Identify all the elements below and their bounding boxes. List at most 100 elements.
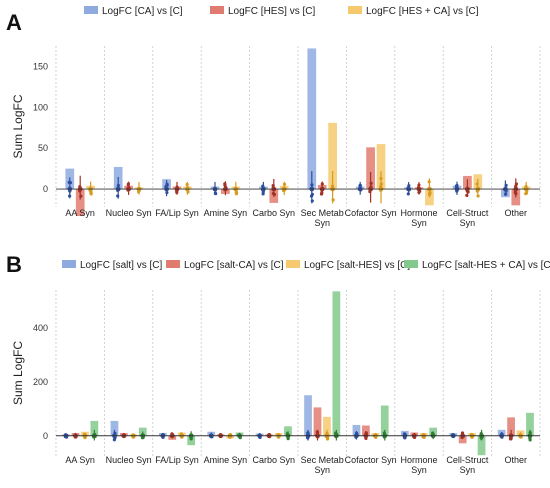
category-label: AA Syn bbox=[65, 208, 95, 218]
legend-swatch bbox=[62, 260, 76, 268]
category-label: Cell-Struct bbox=[446, 208, 489, 218]
data-point bbox=[126, 183, 130, 187]
legend-swatch bbox=[84, 6, 98, 14]
data-point bbox=[261, 192, 265, 196]
bar bbox=[352, 424, 361, 436]
category-label: FA/Lip Syn bbox=[155, 208, 199, 218]
legend-entry: LogFC [salt-HES + CA] vs [C] bbox=[422, 260, 550, 271]
data-point bbox=[165, 182, 169, 186]
category-label: Syn bbox=[411, 465, 427, 475]
data-point bbox=[116, 183, 120, 188]
data-point bbox=[406, 192, 410, 196]
category-label: Syn bbox=[314, 218, 330, 228]
category-label: AA Syn bbox=[65, 455, 95, 465]
category-label: Nucleo Syn bbox=[106, 208, 152, 218]
data-point bbox=[282, 182, 287, 186]
data-point bbox=[369, 181, 373, 185]
category-label: Syn bbox=[411, 218, 427, 228]
bar bbox=[323, 416, 331, 436]
data-point bbox=[358, 184, 362, 188]
bar bbox=[376, 144, 386, 190]
legend: LogFC [salt] vs [C] LogFC [salt-CA] vs [C… bbox=[62, 260, 550, 271]
y-tick-label: 0 bbox=[43, 184, 48, 194]
data-point bbox=[524, 191, 529, 195]
data-point bbox=[223, 182, 227, 186]
bar bbox=[332, 291, 341, 436]
bar bbox=[526, 412, 534, 436]
data-point bbox=[165, 190, 169, 195]
category-label: Syn bbox=[314, 465, 330, 475]
y-tick-label: 50 bbox=[38, 143, 48, 153]
bar bbox=[307, 48, 317, 190]
data-point bbox=[79, 194, 83, 198]
panel-letter: B bbox=[6, 252, 22, 277]
data-point bbox=[68, 194, 72, 198]
bar bbox=[304, 395, 312, 436]
data-point bbox=[320, 182, 324, 186]
bar bbox=[328, 122, 337, 190]
category-label: Other bbox=[505, 208, 528, 218]
data-point bbox=[213, 191, 217, 195]
category-label: Cofactor Syn bbox=[345, 455, 397, 465]
data-point bbox=[379, 176, 383, 181]
bar bbox=[75, 189, 85, 216]
panel-letter: A bbox=[6, 10, 22, 35]
legend-entry: LogFC [CA] vs [C] bbox=[102, 6, 183, 17]
data-point bbox=[427, 180, 431, 184]
data-point bbox=[116, 194, 120, 198]
data-point bbox=[465, 193, 469, 198]
category-label: Amine Syn bbox=[204, 455, 248, 465]
data-point bbox=[514, 182, 518, 186]
y-tick-label: 150 bbox=[33, 61, 48, 71]
legend-entry: LogFC [salt-HES] vs [C] bbox=[304, 260, 410, 271]
y-tick-label: 0 bbox=[43, 431, 48, 441]
data-point bbox=[514, 192, 518, 196]
category-label: Sec Metab bbox=[301, 208, 344, 218]
category-label: Sec Metab bbox=[301, 455, 344, 465]
category-label: Cell-Struct bbox=[446, 455, 489, 465]
data-point bbox=[528, 430, 532, 435]
category-label: Syn bbox=[460, 218, 476, 228]
y-tick-label: 100 bbox=[33, 102, 48, 112]
category-label: Cofactor Syn bbox=[345, 208, 397, 218]
data-point bbox=[476, 194, 480, 198]
category-label: FA/Lip Syn bbox=[155, 455, 199, 465]
data-point bbox=[185, 182, 189, 187]
bar bbox=[366, 147, 375, 190]
data-point bbox=[309, 194, 314, 198]
category-label: Carbo Syn bbox=[253, 208, 296, 218]
category-label: Syn bbox=[460, 465, 476, 475]
bar bbox=[284, 426, 292, 436]
category-label: Amine Syn bbox=[204, 208, 248, 218]
legend-swatch bbox=[404, 260, 418, 268]
data-point bbox=[455, 183, 459, 188]
category-label: Nucleo Syn bbox=[106, 455, 152, 465]
legend: LogFC [CA] vs [C] LogFC [HES] vs [C] LogFC… bbox=[84, 6, 479, 17]
panel-b: B LogFC [salt] vs [C] LogFC [salt-CA] vs [… bbox=[6, 252, 550, 475]
bar bbox=[187, 435, 196, 446]
data-point bbox=[310, 183, 314, 187]
bar bbox=[507, 417, 515, 436]
data-point bbox=[417, 183, 421, 187]
data-point bbox=[331, 198, 335, 202]
legend-swatch bbox=[286, 260, 300, 268]
data-point bbox=[528, 438, 532, 442]
y-tick-label: 400 bbox=[33, 323, 48, 333]
data-point bbox=[428, 191, 432, 195]
panel-a: A LogFC [CA] vs [C] LogFC [HES] vs [C] LogF… bbox=[6, 6, 541, 228]
legend-entry: LogFC [salt] vs [C] bbox=[80, 260, 162, 271]
category-label: Other bbox=[505, 455, 528, 465]
legend-swatch bbox=[348, 6, 362, 14]
category-label: Hormone bbox=[400, 208, 437, 218]
bar bbox=[313, 407, 322, 436]
legend-entry: LogFC [HES] vs [C] bbox=[228, 6, 315, 17]
data-point bbox=[89, 190, 93, 194]
y-axis-label: Sum LogFC bbox=[11, 94, 25, 158]
bar bbox=[458, 435, 467, 444]
data-point bbox=[234, 192, 239, 196]
data-point bbox=[504, 183, 508, 188]
category-label: Carbo Syn bbox=[253, 455, 296, 465]
data-point bbox=[67, 180, 71, 185]
bar bbox=[110, 420, 119, 436]
